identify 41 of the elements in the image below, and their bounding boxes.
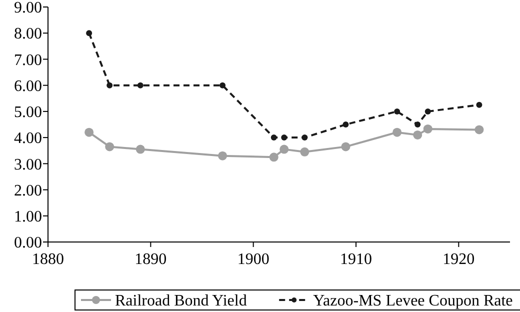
point xyxy=(342,122,349,128)
legend-label: Railroad Bond Yield xyxy=(115,292,247,310)
point xyxy=(413,130,422,140)
point xyxy=(281,134,288,141)
x-tick-label: 1900 xyxy=(237,251,270,268)
y-tick-label: 5.00 xyxy=(14,104,42,122)
y-tick-label: 0.00 xyxy=(14,234,42,252)
point xyxy=(341,142,350,152)
point xyxy=(394,108,400,114)
point xyxy=(476,102,482,108)
point xyxy=(218,151,228,160)
y-tick-label: 3.00 xyxy=(14,156,42,174)
point xyxy=(86,30,92,36)
y-tick-label: 9.00 xyxy=(14,0,42,17)
point xyxy=(474,125,484,134)
point xyxy=(414,122,421,128)
y-tick-label: 2.00 xyxy=(14,182,42,200)
x-tick-label: 1890 xyxy=(134,251,167,268)
point xyxy=(269,152,278,162)
point xyxy=(105,142,114,152)
point xyxy=(300,147,310,156)
y-tick-label: 7.00 xyxy=(14,52,42,69)
point xyxy=(270,134,277,141)
point xyxy=(220,82,226,88)
point xyxy=(84,128,94,137)
point xyxy=(392,128,402,137)
x-tick-label: 1880 xyxy=(32,251,64,268)
y-tick-label: 8.00 xyxy=(14,26,42,43)
x-tick-label: 1920 xyxy=(442,251,475,268)
point xyxy=(136,144,145,154)
point xyxy=(302,134,308,141)
point xyxy=(423,124,432,134)
point xyxy=(106,82,113,88)
point xyxy=(137,82,144,88)
legend-label: Yazoo-MS Levee Coupon Rate xyxy=(313,292,513,310)
x-tick-label: 1910 xyxy=(340,251,372,268)
y-tick-label: 6.00 xyxy=(14,78,42,95)
y-tick-label: 1.00 xyxy=(14,208,42,226)
y-tick-label: 4.00 xyxy=(14,130,42,148)
point xyxy=(424,108,431,114)
point xyxy=(280,144,289,154)
